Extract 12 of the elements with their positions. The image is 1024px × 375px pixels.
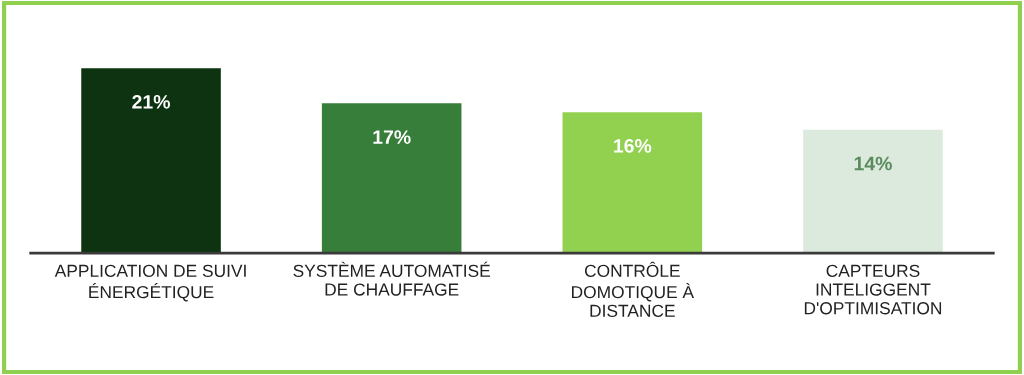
data-label: 14%	[854, 156, 892, 171]
bar	[562, 112, 703, 254]
x-tick-label: CONTRÔLE DOMOTIQUE À DISTANCE	[572, 261, 695, 317]
x-tick-label: SYSTÈME AUTOMATISÉ DE CHAUFFAGE	[293, 261, 490, 296]
bar	[81, 68, 221, 254]
data-label: 21%	[132, 94, 170, 109]
x-tick-label: APPLICATION DE SUIVI ÉNERGÉTIQUE	[54, 264, 246, 302]
data-label: 17%	[373, 130, 411, 144]
bar	[803, 129, 943, 254]
bar	[321, 103, 462, 254]
x-tick-label: CAPTEURS INTELIGGENT D'OPTIMISATION	[804, 264, 942, 315]
data-label: 16%	[614, 139, 652, 153]
